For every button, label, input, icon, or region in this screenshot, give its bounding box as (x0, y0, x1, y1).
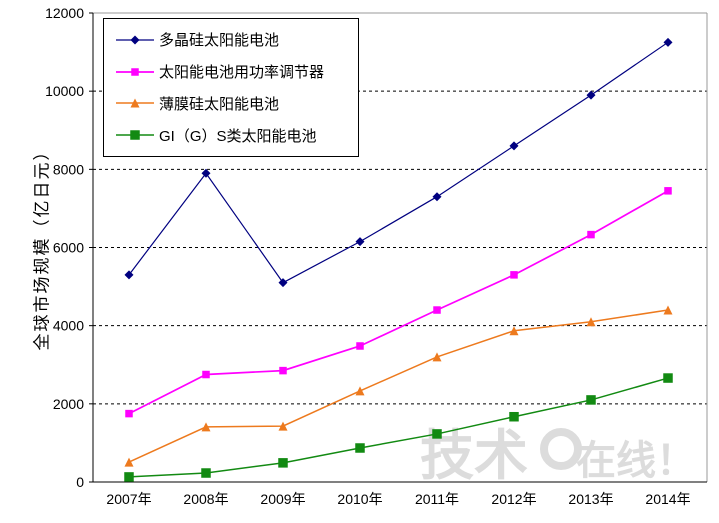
series-line-0 (128, 41, 669, 284)
x-tick-label-1: 2008年 (183, 491, 228, 507)
series-1-marker-1 (202, 370, 210, 379)
legend-square-icon (116, 130, 154, 140)
legend-item-2: 薄膜硅太阳能电池 (116, 93, 354, 114)
series-1-marker-3 (356, 342, 364, 350)
y-tick-label-0: 0 (76, 474, 84, 490)
series-0-marker-6 (586, 90, 596, 100)
legend-item-1: 太阳能电池用功率调节器 (116, 61, 354, 82)
series-1-marker-7 (664, 187, 672, 195)
legend-item-3: GI（G）S类太阳能电池 (116, 125, 354, 146)
series-2-marker-5 (509, 326, 519, 336)
series-2-marker-7 (663, 305, 673, 315)
magnifier-circle-icon (540, 428, 582, 470)
legend-label-0: 多晶硅太阳能电池 (159, 32, 280, 50)
y-tick-label-6000: 6000 (53, 240, 84, 256)
series-2-marker-2 (278, 421, 288, 431)
legend-label-1: 太阳能电池用功率调节器 (159, 64, 325, 82)
series-3-marker-1 (201, 468, 211, 478)
series-0-marker-5 (509, 141, 519, 151)
legend: 多晶硅太阳能电池太阳能电池用功率调节器 薄膜硅太阳能电池 GI（G）S类太阳能电池 (103, 18, 359, 157)
series-2-marker-0 (124, 457, 134, 467)
series-2-marker-6 (586, 317, 596, 327)
legend-marker-2 (130, 98, 140, 108)
series-3-marker-6 (586, 395, 596, 405)
series-3-marker-4 (432, 429, 442, 439)
series-2-marker-4 (432, 352, 442, 362)
legend-marker-1 (131, 67, 139, 76)
series-3-marker-7 (663, 373, 673, 383)
series-0-marker-0 (124, 270, 134, 280)
series-1-marker-6 (587, 230, 595, 239)
series-0-marker-3 (355, 237, 365, 247)
watermark-text-right: 在线！ (576, 439, 696, 483)
series-1-marker-2 (279, 366, 287, 375)
y-tick-label-12000: 12000 (45, 5, 84, 21)
series-2-marker-1 (201, 422, 211, 432)
x-tick-label-7: 2014年 (645, 491, 690, 507)
series-3-marker-2 (278, 458, 288, 468)
series-0-marker-2 (278, 278, 288, 288)
x-tick-label-3: 2010年 (337, 491, 382, 507)
legend-label-2: 薄膜硅太阳能电池 (159, 95, 280, 113)
series-1-marker-4 (433, 306, 441, 314)
series-3-marker-3 (355, 443, 365, 453)
legend-item-0: 多晶硅太阳能电池 (116, 29, 354, 50)
x-tick-label-0: 2007年 (106, 491, 151, 507)
series-2-marker-3 (355, 386, 365, 396)
x-tick-label-2: 2009年 (260, 491, 305, 507)
x-tick-label-4: 2011年 (415, 491, 459, 507)
series-line-1 (128, 190, 669, 415)
legend-marker-3 (130, 130, 140, 140)
series-line-3 (128, 377, 669, 478)
series-0-marker-4 (432, 192, 442, 202)
series-3-marker-5 (509, 411, 519, 422)
legend-label-3: GI（G）S类太阳能电池 (159, 127, 317, 145)
series-0-marker-7 (663, 37, 673, 47)
y-tick-label-2000: 2000 (53, 396, 84, 412)
x-tick-label-6: 2013年 (568, 491, 613, 507)
legend-square-icon (116, 67, 154, 76)
y-tick-label-8000: 8000 (53, 161, 84, 177)
legend-marker-0 (130, 35, 140, 45)
x-tick-label-5: 2012年 (491, 491, 536, 507)
series-1-marker-5 (510, 271, 518, 279)
legend-triangle-icon (116, 98, 154, 108)
series-line-2 (128, 309, 669, 463)
series-0-marker-1 (201, 168, 211, 178)
series-3-marker-0 (124, 472, 134, 482)
y-tick-label-4000: 4000 (53, 318, 84, 334)
legend-diamond-icon (116, 35, 154, 45)
y-tick-label-10000: 10000 (45, 83, 84, 99)
watermark: 技术 在线！ (420, 428, 696, 483)
series-1-marker-0 (125, 409, 133, 418)
